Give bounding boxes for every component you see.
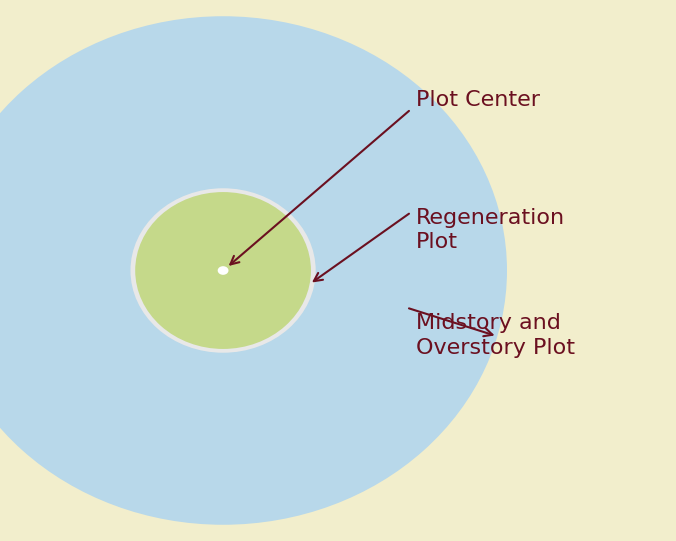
Ellipse shape — [0, 16, 507, 525]
Text: Regeneration
Plot: Regeneration Plot — [416, 208, 565, 252]
Text: Midstory and
Overstory Plot: Midstory and Overstory Plot — [416, 313, 575, 358]
Circle shape — [218, 266, 228, 275]
Ellipse shape — [130, 188, 316, 353]
Ellipse shape — [135, 192, 311, 349]
Text: Plot Center: Plot Center — [416, 90, 539, 110]
